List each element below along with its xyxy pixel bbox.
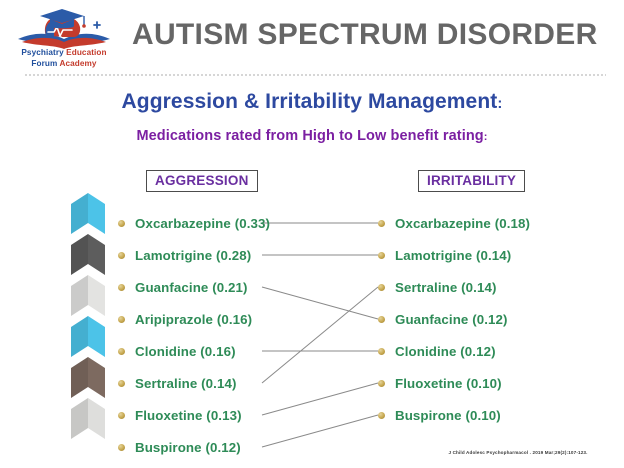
list-item: Fluoxetine (0.13) <box>118 399 318 431</box>
page-title: AUTISM SPECTRUM DISORDER <box>132 18 598 51</box>
list-item: Sertraline (0.14) <box>118 367 318 399</box>
header-divider <box>24 74 606 76</box>
brand-line1-b: Education <box>66 48 107 57</box>
irritability-list: Oxcarbazepine (0.18) Lamotrigine (0.14) Se… <box>378 207 588 431</box>
list-item-label: Clonidine (0.12) <box>395 343 496 359</box>
bullet-icon <box>378 219 385 227</box>
list-item: Clonidine (0.16) <box>118 335 318 367</box>
section-subheading-colon: : <box>483 131 488 143</box>
list-item-label: Sertraline (0.14) <box>135 375 237 391</box>
list-item: Lamotrigine (0.14) <box>378 239 588 271</box>
list-item-label: Fluoxetine (0.13) <box>135 407 242 423</box>
bullet-icon <box>118 347 125 355</box>
list-item: Guanfacine (0.21) <box>118 271 318 303</box>
bullet-icon <box>378 315 385 323</box>
brand-line1-a: Psychiatry <box>21 48 64 57</box>
chevron-arrow-stack <box>71 193 105 439</box>
list-item: Fluoxetine (0.10) <box>378 367 588 399</box>
aggression-list: Oxcarbazepine (0.33) Lamotrigine (0.28) Gu… <box>118 207 318 463</box>
brand-line2-b: Academy <box>59 58 97 68</box>
bullet-icon <box>378 379 385 387</box>
graduation-cap-book-logo-icon <box>18 9 110 49</box>
chevron-segment <box>71 234 105 275</box>
bullet-icon <box>118 315 125 323</box>
list-item: Sertraline (0.14) <box>378 271 588 303</box>
bullet-icon <box>118 219 125 227</box>
list-item-label: Guanfacine (0.21) <box>135 279 248 295</box>
brand-logo: Psychiatry Education Forum Academy <box>10 6 118 68</box>
section-heading-text: Aggression & Irritability Management <box>121 90 498 113</box>
list-item: Buspirone (0.12) <box>118 431 318 463</box>
section-heading: Aggression & Irritability Management: <box>0 90 624 114</box>
list-item-label: Sertraline (0.14) <box>395 279 497 295</box>
list-item-label: Buspirone (0.12) <box>135 439 241 455</box>
bullet-icon <box>118 283 125 291</box>
column-header-aggression: AGGRESSION <box>146 170 258 192</box>
list-item: Guanfacine (0.12) <box>378 303 588 335</box>
bullet-icon <box>378 347 385 355</box>
section-heading-colon: : <box>497 95 503 112</box>
list-item-label: Guanfacine (0.12) <box>395 311 508 327</box>
list-item-label: Lamotrigine (0.28) <box>135 247 252 263</box>
list-item: Lamotrigine (0.28) <box>118 239 318 271</box>
list-item-label: Lamotrigine (0.14) <box>395 247 512 263</box>
bullet-icon <box>378 251 385 259</box>
bullet-icon <box>118 379 125 387</box>
list-item: Aripiprazole (0.16) <box>118 303 318 335</box>
list-item: Clonidine (0.12) <box>378 335 588 367</box>
brand-logo-text: Psychiatry Education Forum Academy <box>10 48 118 69</box>
list-item: Oxcarbazepine (0.18) <box>378 207 588 239</box>
bullet-icon <box>118 411 125 419</box>
list-item-label: Clonidine (0.16) <box>135 343 236 359</box>
chevron-segment <box>71 275 105 316</box>
brand-line2-a: Forum <box>31 58 58 68</box>
bullet-icon <box>378 411 385 419</box>
bullet-icon <box>118 443 125 451</box>
list-item-label: Buspirone (0.10) <box>395 407 501 423</box>
chevron-segment <box>71 193 105 234</box>
list-item: Buspirone (0.10) <box>378 399 588 431</box>
section-subheading: Medications rated from High to Low benef… <box>0 128 624 144</box>
bullet-icon <box>378 283 385 291</box>
chevron-segment <box>71 316 105 357</box>
list-item: Oxcarbazepine (0.33) <box>118 207 318 239</box>
list-item-label: Aripiprazole (0.16) <box>135 311 253 327</box>
list-item-label: Fluoxetine (0.10) <box>395 375 502 391</box>
list-item-label: Oxcarbazepine (0.18) <box>395 215 531 231</box>
bullet-icon <box>118 251 125 259</box>
chevron-segment <box>71 398 105 439</box>
source-citation: J Child Adolesc Psychopharmacol . 2019 M… <box>448 450 588 455</box>
list-item-label: Oxcarbazepine (0.33) <box>135 215 271 231</box>
section-subheading-text: Medications rated from High to Low benef… <box>136 128 484 144</box>
chevron-segment <box>71 357 105 398</box>
column-header-irritability: IRRITABILITY <box>418 170 526 192</box>
